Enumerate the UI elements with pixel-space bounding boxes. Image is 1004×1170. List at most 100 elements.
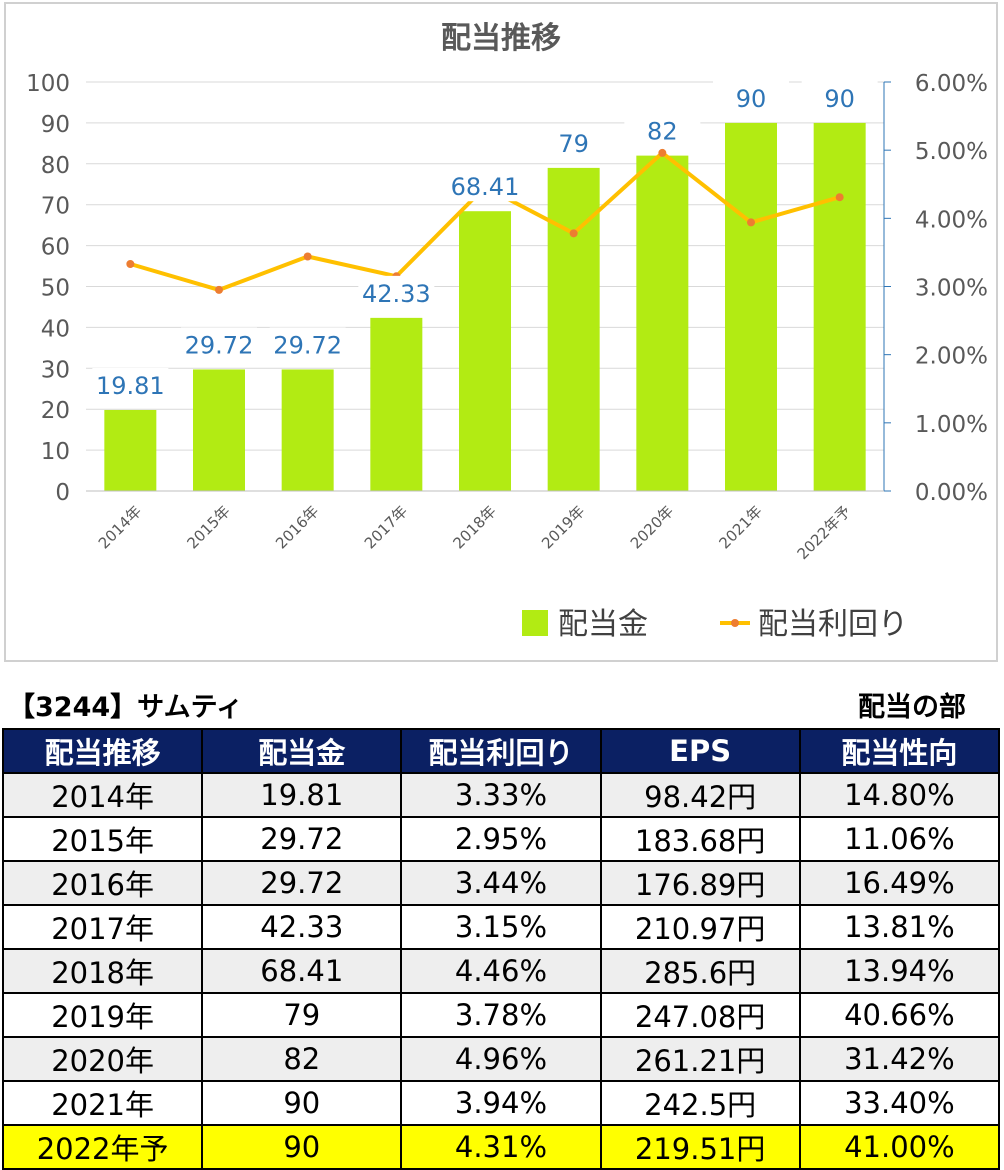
yield-marker [747,218,755,227]
cell-payout: 40.66% [798,992,1001,1038]
cell-dividend: 79 [201,992,403,1038]
data-label-bg [92,367,169,400]
cell-yield: 3.44% [400,860,602,906]
x-tick-label: 2018年 [449,502,499,552]
cell-eps: 219.51円 [599,1124,801,1170]
bar-2020年 [636,155,689,491]
cell-eps: 242.5円 [599,1080,801,1126]
legend-line-marker [731,619,739,627]
cell-period: 2022年予 [1,1124,204,1170]
bar-2015年 [193,369,245,491]
y2-tick-label: 5.00% [915,139,988,165]
cell-payout: 41.00% [798,1124,1001,1170]
bar-2021年 [725,122,777,492]
bar-2019年 [547,167,600,491]
cell-payout: 11.06% [798,816,1001,862]
header-dividend: 配当金 [201,728,403,774]
legend-yield-label: 配当利回り [758,607,908,642]
y-tick-label: 80 [41,153,70,179]
dividend-chart: 配当推移 0 10 20 30 40 50 60 70 80 90 100 0.00% 1.00% 2.00… [26,21,988,642]
y2-tick-label: 3.00% [915,276,988,302]
data-label-bg [181,327,257,360]
bar-2018年 [459,211,511,491]
cell-eps: 261.21円 [599,1036,801,1082]
bar-data-label: 90 [736,85,767,113]
y-tick-label: 90 [41,112,70,138]
legend-dividend-label: 配当金 [558,607,648,642]
y-tick-label: 10 [41,439,70,465]
cell-eps: 210.97円 [599,904,801,950]
yield-marker [658,148,667,157]
data-label-bg [535,125,612,158]
legend-bar-swatch [522,610,548,636]
cell-dividend: 68.41 [201,948,403,994]
y-tick-label: 20 [41,398,70,424]
x-tick-label: 2022年予 [794,502,855,563]
cell-yield: 3.15% [400,904,602,950]
y-tick-label: 0 [55,480,70,506]
table-row: 2016年 29.72 3.44% 176.89円 16.49% [1,860,1001,906]
cell-period: 2017年 [1,904,204,950]
y2-tick-label: 4.00% [915,207,988,233]
cell-period: 2016年 [1,860,204,906]
bar-data-label: 29.72 [273,331,342,359]
bar-data-label: 68.41 [451,173,520,201]
x-tick-label: 2017年 [361,502,411,552]
cell-yield: 4.31% [400,1124,602,1170]
y-tick-label: 50 [41,276,70,302]
y-tick-label: 70 [41,194,70,220]
y2-tick-label: 1.00% [915,412,988,438]
cell-payout: 33.40% [798,1080,1001,1126]
cell-eps: 176.89円 [599,860,801,906]
data-label-bg [358,275,435,308]
header-payout: 配当性向 [798,728,1001,774]
cell-dividend: 19.81 [201,772,403,818]
table-header-row: 配当推移 配当金 配当利回り EPS 配当性向 [1,728,1001,774]
cell-dividend: 90 [201,1080,403,1126]
header-period: 配当推移 [1,728,204,774]
cell-yield: 4.46% [400,948,602,994]
cell-yield: 3.94% [400,1080,602,1126]
cell-payout: 14.80% [798,772,1001,818]
cell-yield: 2.95% [400,816,602,862]
cell-dividend: 29.72 [201,816,403,862]
data-label-bg [269,327,346,360]
bar-data-label: 29.72 [185,331,254,359]
yield-marker [303,252,312,261]
company-name: 【3244】サムティ [8,692,243,723]
bar-2017年 [370,317,423,491]
header-eps: EPS [599,728,801,774]
x-tick-label: 2015年 [183,502,233,552]
chart-title: 配当推移 [441,21,561,56]
cell-yield: 3.78% [400,992,602,1038]
cell-payout: 13.94% [798,948,1001,994]
data-label-bg [801,80,878,113]
cell-eps: 98.42円 [599,772,801,818]
cell-dividend: 29.72 [201,860,403,906]
cell-yield: 4.96% [400,1036,602,1082]
cell-yield: 3.33% [400,772,602,818]
x-tick-label: 2020年 [627,502,677,552]
cell-eps: 247.08円 [599,992,801,1038]
x-tick-label: 2016年 [272,502,322,552]
x-tick-label: 2021年 [715,502,765,552]
y2-tick-label: 0.00% [915,480,988,506]
y2-tick-label: 6.00% [915,71,988,97]
yield-marker [126,260,135,269]
bar-2016年 [281,369,334,491]
x-tick-label: 2014年 [95,502,145,552]
cell-eps: 285.6円 [599,948,801,994]
bar-2014年 [104,409,157,491]
cell-dividend: 90 [201,1124,403,1170]
cell-payout: 16.49% [798,860,1001,906]
bar-2022年予 [813,122,866,492]
bar-data-label: 42.33 [362,280,431,308]
header-yield: 配当利回り [400,728,602,774]
table-row: 2014年 19.81 3.33% 98.42円 14.80% [1,772,1001,818]
table-row: 2018年 68.41 4.46% 285.6円 13.94% [1,948,1001,994]
data-label-bg [713,80,789,113]
cell-period: 2019年 [1,992,204,1038]
cell-eps: 183.68円 [599,816,801,862]
bar-data-label: 82 [647,118,678,146]
y-tick-label: 30 [41,357,70,383]
